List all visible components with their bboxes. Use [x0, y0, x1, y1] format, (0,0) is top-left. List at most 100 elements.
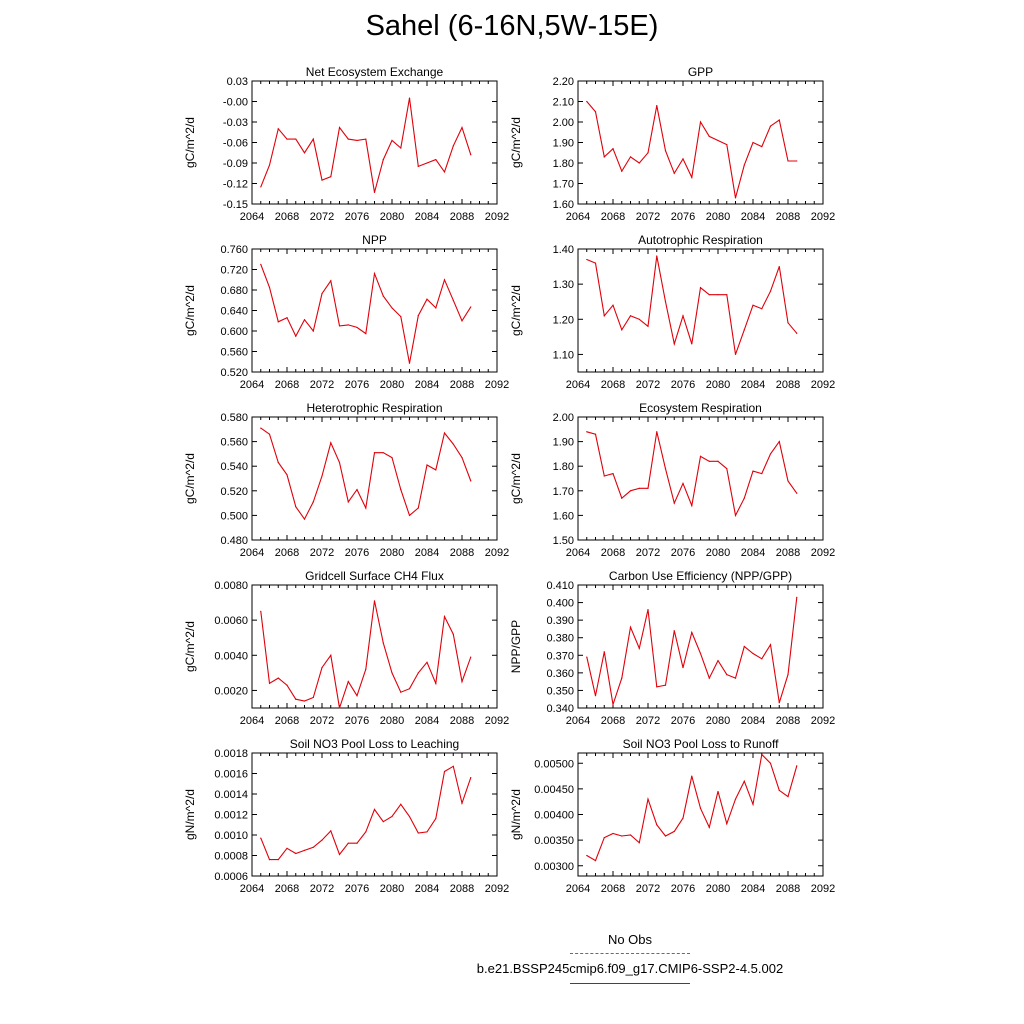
data-point [268, 433, 271, 435]
data-point [338, 707, 341, 709]
y-tick-label: 0.00300 [534, 861, 574, 873]
data-point [260, 837, 262, 839]
data-point [726, 823, 728, 825]
data-point [312, 846, 314, 848]
plot-frame [251, 80, 498, 205]
data-point [594, 433, 597, 435]
data-point [734, 353, 737, 356]
plot-frame [577, 80, 824, 205]
data-point [443, 770, 446, 773]
data-point [356, 139, 358, 142]
chart-panel-9: Soil NO3 Pool Loss to Leaching gN/m^2/d 20… [183, 737, 509, 895]
data-point [347, 681, 349, 683]
data-point [303, 518, 306, 520]
data-point [260, 427, 262, 429]
series-line [586, 597, 798, 705]
data-point [699, 652, 702, 655]
data-point [691, 775, 693, 777]
data-point [769, 762, 772, 764]
data-point [612, 832, 614, 835]
data-point [277, 677, 279, 679]
x-tick-label: 2092 [485, 883, 509, 895]
series-line [586, 431, 798, 518]
data-point [452, 443, 454, 445]
x-tick-label: 2068 [601, 547, 625, 559]
data-point [303, 319, 306, 321]
y-tick-label: 0.720 [220, 265, 248, 277]
y-tick-label: 1.80 [553, 158, 574, 170]
x-tick-label: 2064 [240, 715, 264, 727]
data-point [594, 262, 597, 264]
x-tick-label: 2088 [776, 547, 800, 559]
data-point [470, 480, 472, 482]
data-point [330, 442, 332, 444]
data-point [752, 141, 754, 144]
x-tick-label: 2076 [345, 547, 369, 559]
data-point [286, 474, 288, 476]
data-point [691, 176, 693, 178]
data-point [452, 765, 454, 767]
y-tick-label: -0.06 [223, 138, 248, 150]
y-tick-label: 0.560 [220, 347, 248, 359]
y-tick-label: 0.370 [546, 650, 574, 662]
series-line [260, 765, 472, 861]
y-tick-label: 1.30 [553, 279, 574, 291]
y-axis-label: gC/m^2/d [183, 453, 197, 504]
x-tick-label: 2072 [310, 211, 334, 223]
x-tick-label: 2088 [450, 211, 474, 223]
data-point [603, 475, 605, 477]
x-tick-label: 2080 [380, 211, 404, 223]
data-point [373, 191, 376, 193]
data-point [708, 826, 710, 828]
y-tick-label: 0.0018 [214, 748, 248, 760]
data-point [664, 684, 667, 686]
plot-frame [577, 752, 824, 877]
data-point [338, 853, 341, 856]
data-point [621, 835, 623, 837]
y-tick-label: 1.50 [553, 535, 574, 547]
x-tick-label: 2088 [776, 211, 800, 223]
data-point [691, 343, 693, 345]
data-point [699, 807, 702, 809]
data-point [717, 790, 719, 793]
data-point [312, 501, 314, 503]
data-point [391, 307, 393, 309]
data-point [787, 674, 789, 676]
data-point [761, 472, 763, 475]
data-point [426, 298, 428, 300]
plot-frame [577, 584, 824, 709]
chart-title: Ecosystem Respiration [639, 401, 762, 415]
x-tick-label: 2092 [485, 211, 509, 223]
data-point [443, 432, 446, 434]
chart-title: GPP [688, 65, 713, 79]
data-point [286, 684, 288, 686]
data-point [629, 626, 632, 628]
y-tick-label: 1.90 [553, 138, 574, 150]
data-point [629, 490, 632, 492]
x-tick-label: 2068 [601, 883, 625, 895]
data-point [734, 514, 737, 517]
y-axis-label: gC/m^2/d [509, 285, 523, 336]
y-axis-label: gC/m^2/d [509, 117, 523, 168]
x-tick-label: 2072 [636, 715, 660, 727]
series-line [260, 427, 472, 521]
data-point [295, 335, 297, 337]
data-point [586, 656, 588, 658]
x-tick-label: 2080 [380, 547, 404, 559]
data-point [356, 488, 358, 491]
data-point [796, 765, 798, 767]
y-tick-label: 0.520 [220, 367, 248, 379]
data-point [586, 854, 588, 857]
data-point [717, 294, 719, 296]
x-tick-label: 2068 [601, 379, 625, 391]
data-point [586, 100, 588, 103]
data-point [743, 780, 745, 782]
data-point [682, 666, 684, 669]
data-point [435, 307, 437, 309]
y-tick-label: 0.0060 [214, 615, 248, 627]
y-axis-label: gC/m^2/d [183, 621, 197, 672]
x-tick-label: 2080 [380, 715, 404, 727]
y-tick-label: 0.580 [220, 412, 248, 424]
plot-frame [251, 752, 498, 877]
data-point [787, 322, 789, 324]
